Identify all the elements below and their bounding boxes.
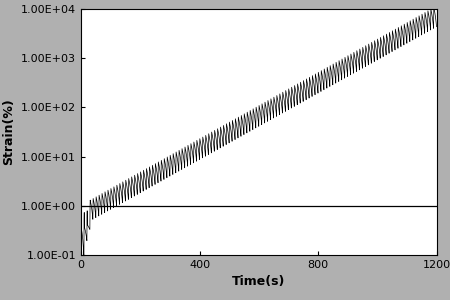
X-axis label: Time(s): Time(s) [232,275,285,288]
Y-axis label: Strain(%): Strain(%) [2,99,15,165]
